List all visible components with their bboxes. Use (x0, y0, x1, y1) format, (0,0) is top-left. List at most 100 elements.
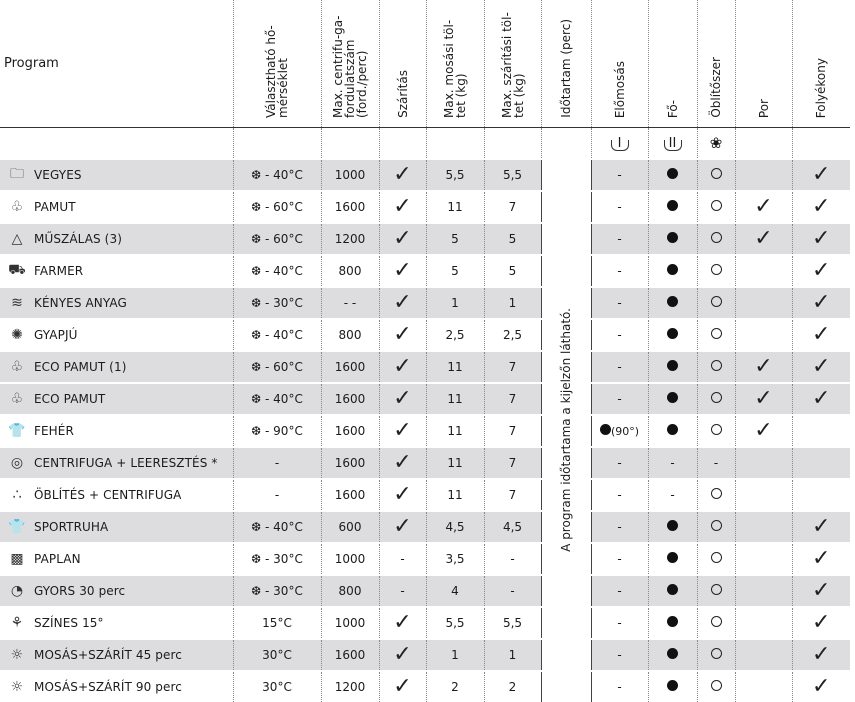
prewash-cell: - (590, 670, 648, 702)
program-icon: ✺ (11, 327, 23, 343)
liquid-cell: ✓ (791, 606, 850, 639)
wash-load-value: 1 (451, 296, 459, 310)
powder-cell (734, 638, 792, 671)
softener-cell (696, 286, 735, 319)
wash-load-value: 1 (451, 648, 459, 662)
dry-cell: ✓ (378, 414, 426, 447)
powder-cell (734, 542, 792, 575)
liquid-check-icon: ✓ (812, 514, 831, 539)
softener-ring (710, 648, 722, 659)
temp-cell: - (232, 478, 321, 511)
program-cell: ⚘ SZÍNES 15° (0, 606, 233, 639)
spin-cell: 1600 (320, 190, 379, 223)
softener-ring (710, 264, 722, 275)
main-cell (647, 510, 697, 543)
softener-ring (710, 584, 722, 595)
prewash-value: - (617, 296, 622, 310)
program-icon: ◎ (10, 455, 24, 471)
program-icon: 🗀 (9, 166, 25, 182)
program-icon: ⛟ (8, 262, 26, 278)
temp-value: 15°C (262, 616, 292, 630)
main-cell (647, 158, 697, 191)
liquid-cell: ✓ (791, 158, 850, 191)
header-prewash: Előmosás (590, 0, 648, 128)
liquid-check-icon: ✓ (812, 290, 831, 315)
powder-check-icon: ✓ (754, 194, 773, 219)
liquid-check-icon: ✓ (812, 226, 831, 251)
temp-value: - (274, 488, 280, 502)
dry-cell: - (378, 574, 426, 607)
program-icon: ⚘ (10, 615, 24, 631)
table-row: ♧ ECO PAMUT (1) ❆ - 60°C 1600 ✓ 11 7 - ✓ ✓ (0, 350, 850, 383)
dry-check-icon: ✓ (393, 642, 412, 667)
powder-cell (734, 670, 792, 702)
main-cell (647, 638, 697, 671)
spin-value: 1000 (334, 616, 366, 630)
prewash-value: - (617, 264, 622, 278)
dry-load-value: 5 (508, 264, 517, 278)
program-cell: ☼ MOSÁS+SZÁRÍT 45 perc (0, 638, 233, 671)
prewash-cell: - (590, 574, 648, 607)
dry-check-icon: ✓ (393, 482, 412, 507)
prewash-cell: - (590, 286, 648, 319)
spin-value: 1600 (334, 392, 366, 406)
softener-ring (710, 520, 722, 531)
main-dot (667, 296, 678, 307)
dry-load-value: 7 (508, 456, 517, 470)
prewash-value: - (617, 392, 622, 406)
dry-check-icon: ✓ (393, 418, 412, 443)
powder-cell (734, 318, 792, 351)
powder-cell (734, 478, 792, 511)
dry-value: - (400, 552, 405, 566)
program-cell: ◔ GYORS 30 perc (0, 574, 233, 607)
softener-ring (710, 680, 722, 691)
dry-value: - (400, 584, 405, 598)
prewash-cell: - (590, 254, 648, 287)
prewash-cell: - (590, 478, 648, 511)
program-icon: ♧ (10, 391, 24, 407)
dry-load-value: 2 (508, 680, 517, 694)
program-cell: ◎ CENTRIFUGA + LEERESZTÉS * (0, 446, 233, 479)
spin-cell: 600 (320, 510, 379, 543)
spin-value: 1200 (334, 232, 366, 246)
program-icon: ☼ (10, 679, 24, 695)
table-row: 🗀 VEGYES ❆ - 40°C 1000 ✓ 5,5 5,5 A program időt… (0, 158, 850, 702)
powder-cell (734, 158, 792, 191)
main-cell (647, 382, 697, 415)
dry-cell: ✓ (378, 670, 426, 702)
main-dot (667, 424, 678, 435)
temp-cell: - (232, 446, 321, 479)
prewash-value: - (617, 520, 622, 534)
dry-check-icon: ✓ (393, 674, 412, 699)
temp-value: ❆ - 40°C (251, 264, 303, 278)
powder-cell (734, 510, 792, 543)
prewash-value: - (617, 584, 622, 598)
prewash-cell: - (590, 222, 648, 255)
temp-cell: ❆ - 30°C (232, 574, 321, 607)
liquid-check-icon: ✓ (812, 386, 831, 411)
spin-cell: - - (320, 286, 379, 319)
wash-load-value: 11 (447, 456, 463, 470)
header-program: Program (4, 56, 59, 71)
spin-cell: 1200 (320, 670, 379, 702)
softener-ring (710, 424, 722, 435)
dry-cell: ✓ (378, 286, 426, 319)
spin-value: 1200 (334, 680, 366, 694)
spin-cell: 1000 (320, 158, 379, 191)
liquid-cell (791, 446, 850, 479)
table-row: 👕 FEHÉR ❆ - 90°C 1600 ✓ 11 7 (90°) ✓ (0, 414, 850, 447)
powder-check-icon: ✓ (754, 226, 773, 251)
wash-load-value: 11 (447, 200, 463, 214)
program-icon: ♧ (10, 359, 24, 375)
softener-ring (710, 488, 722, 499)
program-name: MOSÁS+SZÁRÍT 45 perc (34, 648, 182, 662)
spin-value: 600 (338, 520, 362, 534)
wash-load-cell: 5,5 (425, 158, 484, 191)
spin-cell: 1600 (320, 382, 379, 415)
table-row: ▩ PAPLAN ❆ - 30°C 1000 - 3,5 - - ✓ (0, 542, 850, 575)
prewash-cell: - (590, 350, 648, 383)
dry-load-cell: 7 (483, 414, 541, 447)
spin-value: 1600 (334, 648, 366, 662)
program-icon: ∴ (12, 487, 22, 503)
wash-load-cell: 2,5 (425, 318, 484, 351)
